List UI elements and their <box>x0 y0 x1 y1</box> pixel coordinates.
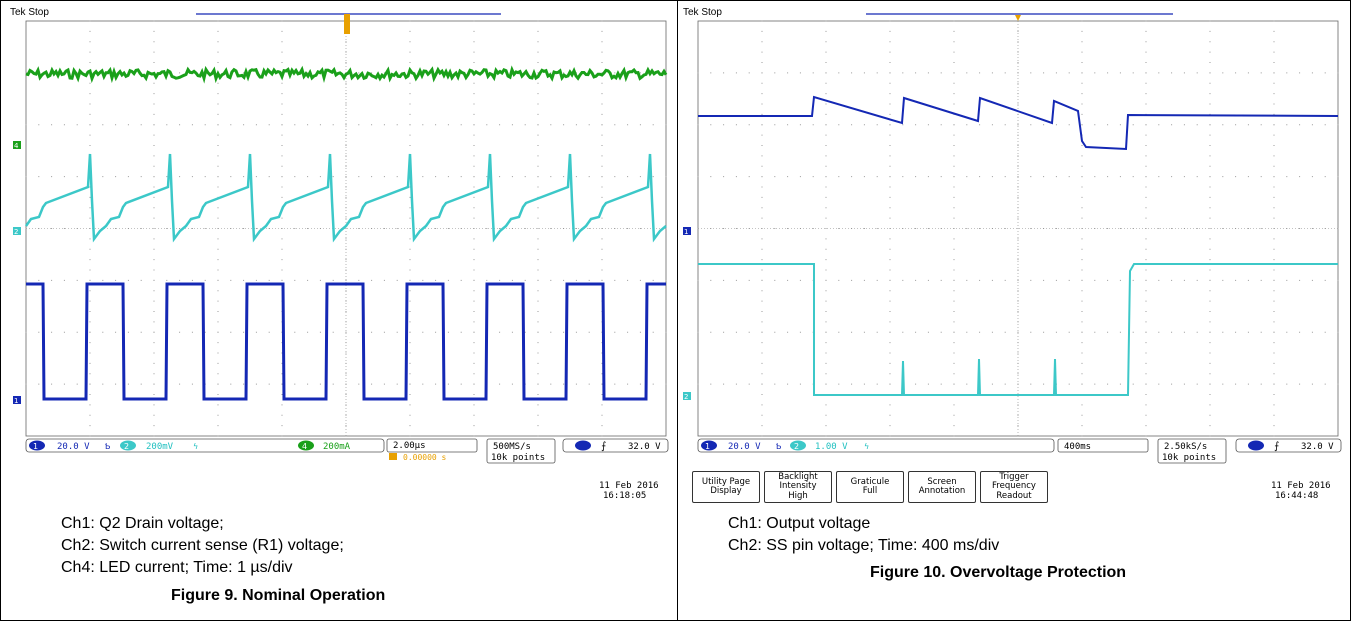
svg-text:ϟ: ϟ <box>193 442 198 451</box>
trigger-position-marker <box>1015 15 1021 21</box>
ch4-scale: 200mA <box>323 442 351 452</box>
svg-text:2: 2 <box>14 228 18 236</box>
svg-text:1: 1 <box>705 442 710 451</box>
svg-text:4: 4 <box>14 142 19 150</box>
trigger-level: 32.0 V <box>628 442 661 452</box>
caption-line-1: Ch1: Output voltage <box>728 515 871 532</box>
figure-10-panel: Tek Stop 1 2 1 20.0 V Ƅ 2 1.00 V ϟ 400ms… <box>677 0 1351 621</box>
menu-screen-annotation[interactable]: Screen Annotation <box>908 471 976 503</box>
soft-menu: Utility Page Display Backlight Intensity Hi… <box>692 471 1048 503</box>
svg-text:1: 1 <box>684 228 688 236</box>
timebase: 400ms <box>1064 442 1091 452</box>
status-text: Tek Stop <box>10 7 49 18</box>
timebase: 2.00µs <box>393 441 426 451</box>
caption-line-2: Ch2: SS pin voltage; Time: 400 ms/div <box>728 537 1000 554</box>
date: 11 Feb 2016 <box>599 481 659 491</box>
sample-rate: 500MS/s <box>493 442 531 452</box>
svg-text:Ƅ: Ƅ <box>776 442 782 451</box>
svg-text:2: 2 <box>124 442 129 451</box>
menu-trigger-frequency-readout[interactable]: Trigger Frequency Readout <box>980 471 1048 503</box>
caption-line-3: Ch4: LED current; Time: 1 µs/div <box>61 559 293 576</box>
svg-text:ϟ: ϟ <box>864 442 869 451</box>
menu-utility-page-display[interactable]: Utility Page Display <box>692 471 760 503</box>
ch4-led-current-trace <box>25 65 668 84</box>
figure-9-panel: Tek Stop 4 2 1 1 20.0 V Ƅ 2 200mV ϟ 4 20… <box>0 0 678 621</box>
ch2-switch-sense-trace <box>24 153 667 243</box>
svg-text:1: 1 <box>14 397 18 405</box>
sample-rate: 2.50kS/s <box>1164 442 1207 452</box>
ch4-marker: 4 <box>13 141 21 150</box>
caption-line-1: Ch1: Q2 Drain voltage; <box>61 515 224 532</box>
caption-line-2: Ch2: Switch current sense (R1) voltage; <box>61 537 344 554</box>
trigger-level: 32.0 V <box>1301 442 1334 452</box>
caption: Ch1: Q2 Drain voltage; Ch2: Switch curre… <box>61 513 344 579</box>
ch2-scale: 200mV <box>146 442 174 452</box>
scope-left: Tek Stop 4 2 1 1 20.0 V Ƅ 2 200mV ϟ 4 20… <box>1 1 677 471</box>
svg-text:⨍: ⨍ <box>601 441 606 452</box>
record-length: 10k points <box>1162 453 1216 463</box>
ch2-scale: 1.00 V <box>815 442 848 452</box>
time: 16:18:05 <box>603 491 647 501</box>
ch2-marker: 2 <box>13 227 21 236</box>
svg-text:2: 2 <box>684 393 688 401</box>
trigger-delay: 0.00000 s <box>403 453 447 462</box>
ch1-marker: 1 <box>13 396 21 405</box>
scope-right: Tek Stop 1 2 1 20.0 V Ƅ 2 1.00 V ϟ 400ms… <box>678 1 1350 471</box>
svg-text:2: 2 <box>794 442 799 451</box>
menu-graticule[interactable]: Graticule Full <box>836 471 904 503</box>
graticule <box>25 20 667 437</box>
figure-title: Figure 10. Overvoltage Protection <box>870 564 1127 581</box>
time: 16:44:48 <box>1275 491 1319 501</box>
date: 11 Feb 2016 <box>1271 481 1331 491</box>
svg-text:Ƅ: Ƅ <box>105 442 111 451</box>
record-length: 10k points <box>491 453 545 463</box>
ch2-marker: 2 <box>683 392 691 401</box>
status-text: Tek Stop <box>683 7 722 18</box>
menu-backlight-intensity[interactable]: Backlight Intensity High <box>764 471 832 503</box>
caption: Ch1: Output voltage Ch2: SS pin voltage;… <box>728 513 999 557</box>
figure-title: Figure 9. Nominal Operation <box>171 587 386 604</box>
ch1-scale: 20.0 V <box>728 442 761 452</box>
readout-bar: 1 20.0 V Ƅ 2 1.00 V ϟ 400ms 2.50kS/s 10k… <box>697 438 1342 464</box>
ch1-marker: 1 <box>683 227 691 236</box>
ch1-output-voltage-trace <box>698 95 1339 151</box>
svg-text:1: 1 <box>33 442 38 451</box>
svg-text:4: 4 <box>302 442 307 451</box>
readout-bar: 1 20.0 V Ƅ 2 200mV ϟ 4 200mA 2.00µs 0.00… <box>25 438 669 464</box>
ch1-scale: 20.0 V <box>57 442 90 452</box>
ch2-ss-pin-voltage-trace <box>698 263 1338 396</box>
trigger-position-marker <box>344 14 350 34</box>
ch1-drain-voltage-trace <box>26 282 666 401</box>
svg-text:⨍: ⨍ <box>1274 441 1279 452</box>
